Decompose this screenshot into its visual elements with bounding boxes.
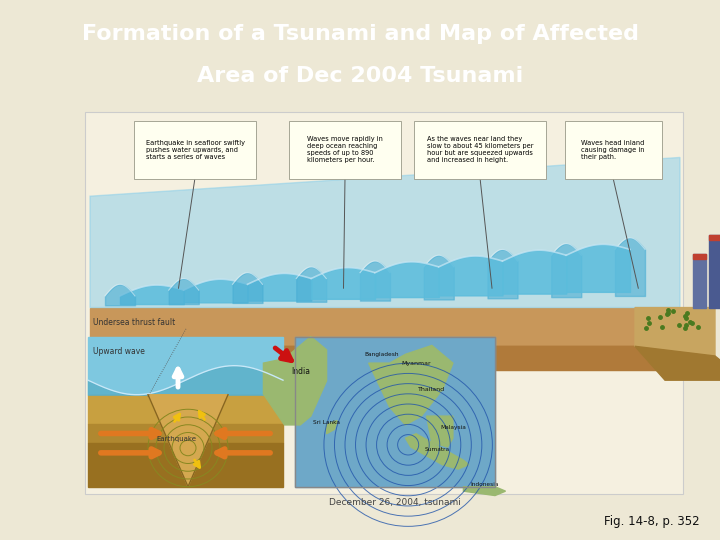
Text: December 26, 2004, tsunami: December 26, 2004, tsunami xyxy=(329,498,461,508)
Polygon shape xyxy=(635,346,720,380)
FancyBboxPatch shape xyxy=(134,120,256,179)
Text: Area of Dec 2004 Tsunami: Area of Dec 2004 Tsunami xyxy=(197,65,523,86)
Polygon shape xyxy=(464,487,505,496)
Polygon shape xyxy=(680,308,710,370)
Bar xyxy=(693,254,706,259)
Text: Undersea thrust fault: Undersea thrust fault xyxy=(93,318,175,327)
Text: Upward wave: Upward wave xyxy=(93,347,145,356)
Polygon shape xyxy=(369,346,453,425)
Polygon shape xyxy=(88,336,283,395)
FancyBboxPatch shape xyxy=(289,120,401,179)
Polygon shape xyxy=(426,416,453,447)
Polygon shape xyxy=(90,346,710,370)
Text: Earthquake: Earthquake xyxy=(156,436,196,442)
Bar xyxy=(693,254,706,308)
Bar xyxy=(709,235,720,240)
FancyBboxPatch shape xyxy=(85,112,683,495)
Text: Indonesia: Indonesia xyxy=(470,482,499,487)
Polygon shape xyxy=(635,308,715,356)
FancyBboxPatch shape xyxy=(564,120,662,179)
Polygon shape xyxy=(405,434,469,469)
Bar xyxy=(295,336,495,487)
Bar xyxy=(295,336,495,487)
Text: As the waves near land they
slow to about 45 kilometers per
hour but are squeeze: As the waves near land they slow to abou… xyxy=(427,136,534,163)
Text: India: India xyxy=(291,367,310,376)
Polygon shape xyxy=(327,421,337,434)
Polygon shape xyxy=(90,308,680,346)
Polygon shape xyxy=(88,424,283,443)
Text: Malaysia: Malaysia xyxy=(440,424,466,430)
Polygon shape xyxy=(90,158,680,308)
Text: Myanmar: Myanmar xyxy=(401,361,431,366)
Text: Sri Lanka: Sri Lanka xyxy=(313,420,340,425)
Text: Sumatra: Sumatra xyxy=(425,447,450,451)
Text: Bangladesh: Bangladesh xyxy=(364,352,399,357)
Polygon shape xyxy=(88,395,283,424)
Text: Formation of a Tsunami and Map of Affected: Formation of a Tsunami and Map of Affect… xyxy=(81,24,639,44)
Text: Thailand: Thailand xyxy=(418,387,446,392)
Text: Earthquake in seafloor swiftly
pushes water upwards, and
starts a series of wave: Earthquake in seafloor swiftly pushes wa… xyxy=(145,140,245,160)
Bar xyxy=(709,235,720,308)
Text: Waves move rapidly in
deep ocean reaching
speeds of up to 890
kilometers per hou: Waves move rapidly in deep ocean reachin… xyxy=(307,136,383,163)
Polygon shape xyxy=(264,336,327,425)
Text: Fig. 14-8, p. 352: Fig. 14-8, p. 352 xyxy=(604,515,700,528)
FancyBboxPatch shape xyxy=(414,120,546,179)
Polygon shape xyxy=(148,395,228,487)
Polygon shape xyxy=(88,443,283,487)
Text: Waves head inland
causing damage in
their path.: Waves head inland causing damage in thei… xyxy=(581,140,644,160)
